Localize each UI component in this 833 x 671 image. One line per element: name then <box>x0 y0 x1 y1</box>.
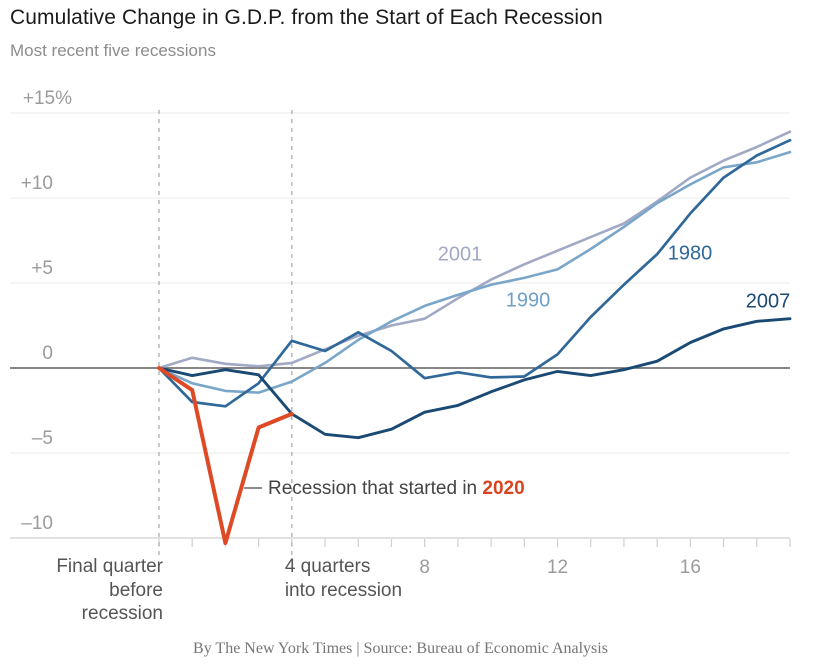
annotation-2020: Recession that started in 2020 <box>268 478 525 500</box>
source-credit: By The New York Times | Source: Bureau o… <box>193 640 608 657</box>
y-tick-label: +10 <box>20 173 53 194</box>
chart-title: Cumulative Change in G.D.P. from the Sta… <box>10 6 603 29</box>
series-line-1980 <box>157 138 792 408</box>
series-label-2001: 2001 <box>437 243 483 266</box>
y-tick-label: 0 <box>42 343 53 364</box>
annotation-text: Recession that started in <box>268 478 483 499</box>
series-line-2007 <box>157 317 792 440</box>
y-tick-label: –5 <box>31 428 53 449</box>
x-label-4-quarters: 4 quarters into recession <box>284 556 403 601</box>
y-tick-label: –10 <box>21 513 53 534</box>
x-label-final-quarter: Final quarter before recession <box>56 556 163 624</box>
series-label-1990: 1990 <box>505 289 551 312</box>
series-line-2020 <box>157 366 294 546</box>
series-label-1980: 1980 <box>667 242 713 265</box>
series-line-1990 <box>157 150 792 394</box>
x-tick-label: 16 <box>679 557 701 578</box>
y-tick-label: +15% <box>22 88 72 109</box>
x-tick-label: 12 <box>546 557 569 578</box>
y-tick-label: +5 <box>31 258 53 279</box>
chart-subtitle: Most recent five recessions <box>10 41 216 60</box>
annotation-year: 2020 <box>482 478 525 499</box>
x-tick-label: 8 <box>419 557 430 578</box>
series-label-2007: 2007 <box>745 290 791 313</box>
